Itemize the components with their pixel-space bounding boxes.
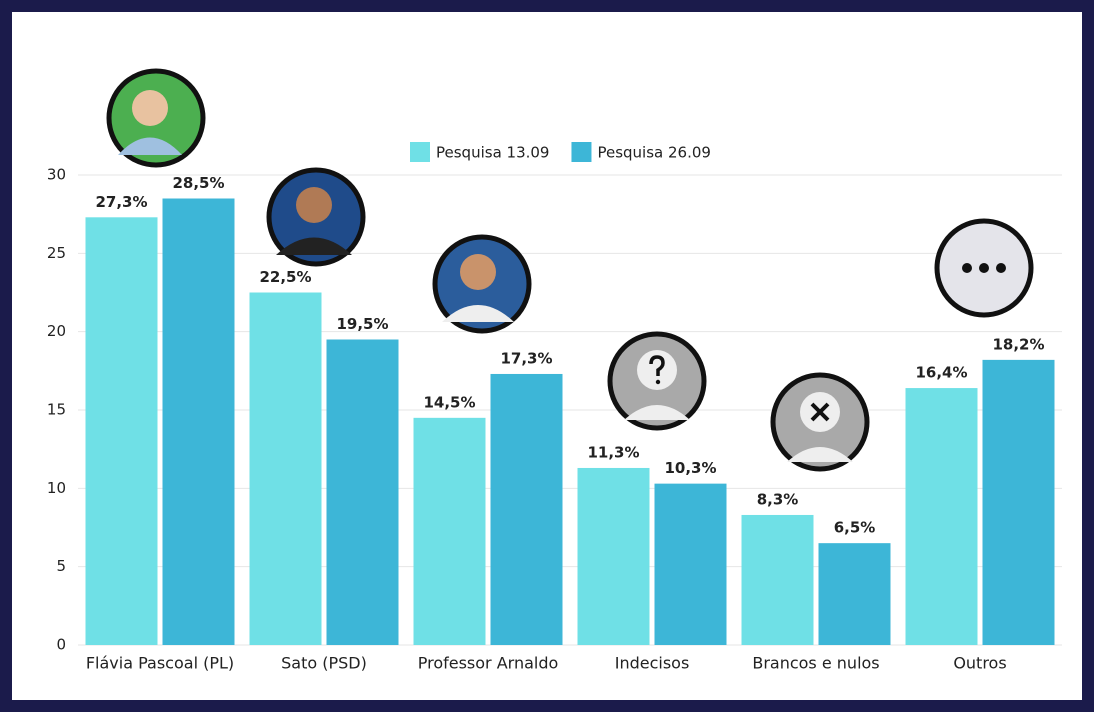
value-label: 10,3% bbox=[664, 459, 716, 477]
x-tick-label: Professor Arnaldo bbox=[418, 654, 559, 673]
legend-swatch bbox=[571, 142, 591, 162]
bar bbox=[86, 217, 158, 645]
legend-swatch bbox=[410, 142, 430, 162]
avatar bbox=[269, 170, 363, 264]
value-label: 8,3% bbox=[757, 490, 799, 508]
value-label: 16,4% bbox=[915, 364, 967, 382]
value-label: 6,5% bbox=[834, 519, 876, 537]
bar bbox=[327, 340, 399, 646]
avatar bbox=[435, 237, 529, 331]
value-label: 22,5% bbox=[259, 268, 311, 286]
value-label: 28,5% bbox=[172, 174, 224, 192]
x-tick-label: Brancos e nulos bbox=[752, 654, 879, 673]
bar bbox=[906, 388, 978, 645]
legend-label: Pesquisa 26.09 bbox=[597, 144, 710, 162]
y-tick-label: 10 bbox=[47, 479, 66, 497]
x-tick-label: Outros bbox=[953, 654, 1006, 673]
x-tick-label: Sato (PSD) bbox=[281, 654, 367, 673]
value-label: 11,3% bbox=[587, 443, 639, 461]
x-tick-label: Flávia Pascoal (PL) bbox=[86, 654, 234, 673]
bar bbox=[983, 360, 1055, 645]
avatar bbox=[109, 71, 203, 165]
y-tick-label: 30 bbox=[47, 166, 66, 184]
value-label: 14,5% bbox=[423, 393, 475, 411]
bar bbox=[655, 484, 727, 645]
bar bbox=[250, 293, 322, 646]
y-tick-label: 5 bbox=[56, 557, 66, 575]
y-tick-label: 15 bbox=[47, 401, 66, 419]
value-label: 27,3% bbox=[95, 193, 147, 211]
y-tick-label: 0 bbox=[56, 636, 66, 654]
value-label: 19,5% bbox=[336, 315, 388, 333]
legend-label: Pesquisa 13.09 bbox=[436, 144, 549, 162]
value-label: 18,2% bbox=[992, 335, 1044, 353]
avatar bbox=[610, 334, 704, 428]
bar bbox=[163, 199, 235, 646]
bar bbox=[414, 418, 486, 645]
bar bbox=[491, 374, 563, 645]
avatar bbox=[937, 221, 1031, 315]
x-tick-label: Indecisos bbox=[615, 654, 690, 673]
bar bbox=[742, 515, 814, 645]
y-tick-label: 25 bbox=[47, 244, 66, 262]
avatar bbox=[773, 375, 867, 469]
bar bbox=[578, 468, 650, 645]
bar bbox=[819, 543, 891, 645]
y-tick-label: 20 bbox=[47, 322, 66, 340]
value-label: 17,3% bbox=[500, 349, 552, 367]
chart: 0 5 10 15 20 25 30 Flávia Pascoal (PL) bbox=[0, 0, 1094, 712]
